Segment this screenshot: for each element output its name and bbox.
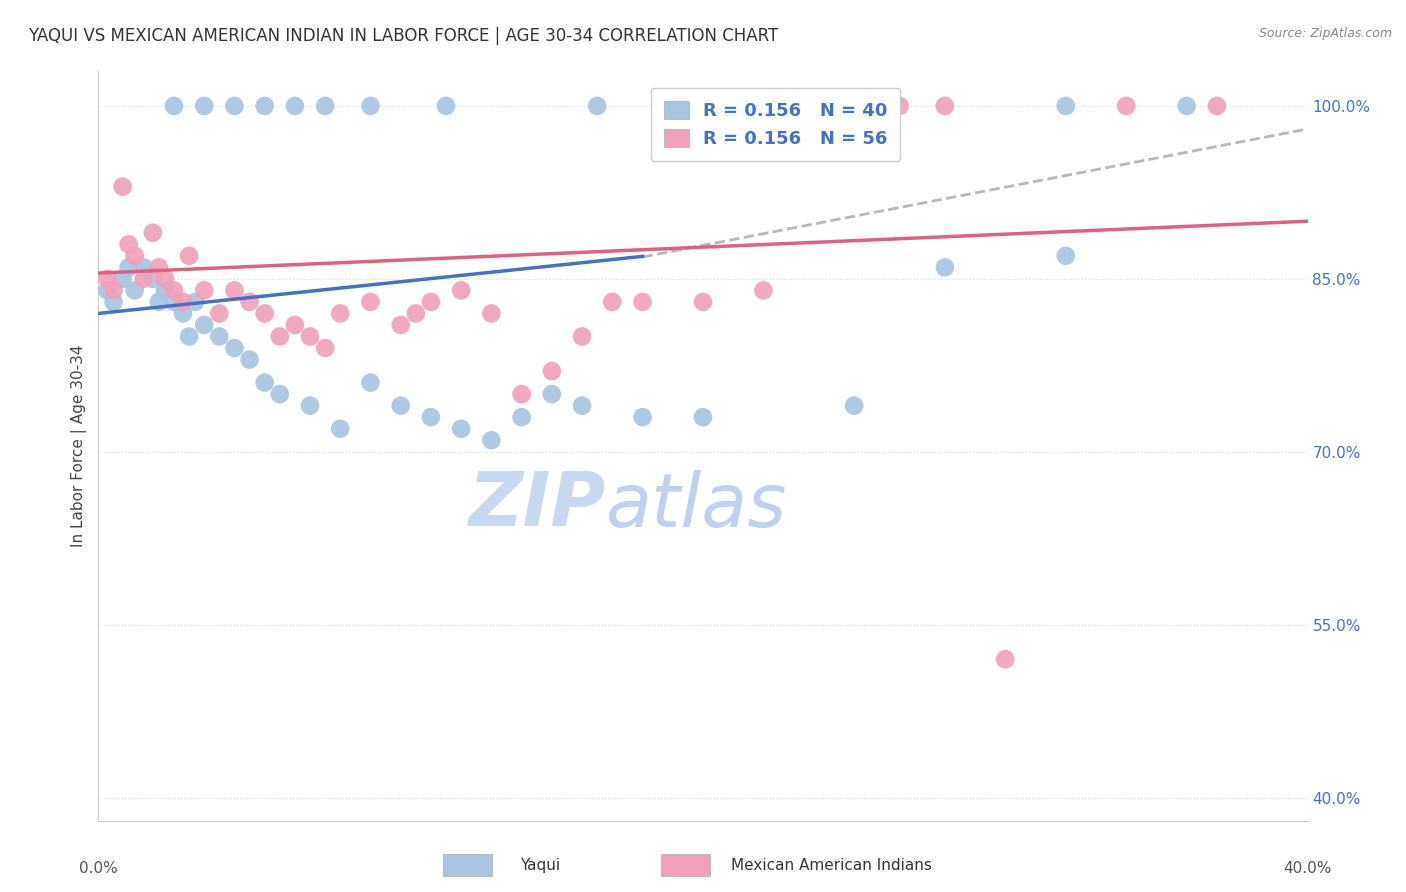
Point <box>132 260 155 275</box>
Point <box>692 99 714 113</box>
Text: 40.0%: 40.0% <box>1284 861 1331 876</box>
Point <box>284 99 307 113</box>
Point <box>1115 99 1137 113</box>
Point <box>299 399 322 413</box>
Point <box>148 260 170 275</box>
Legend: R = 0.156   N = 40, R = 0.156   N = 56: R = 0.156 N = 40, R = 0.156 N = 56 <box>651 88 900 161</box>
Point <box>692 294 714 309</box>
Point <box>163 99 186 113</box>
Point <box>1175 99 1198 113</box>
Point <box>111 179 134 194</box>
Point <box>148 294 170 309</box>
Point <box>269 329 291 343</box>
Point <box>153 272 176 286</box>
Point <box>224 99 246 113</box>
Text: 0.0%: 0.0% <box>79 861 118 876</box>
Point <box>132 272 155 286</box>
Point <box>1054 249 1077 263</box>
Point <box>184 294 207 309</box>
Point <box>481 434 503 448</box>
Point <box>193 284 215 298</box>
Point <box>118 260 141 275</box>
Point <box>284 318 307 332</box>
Point <box>253 306 276 320</box>
Point <box>163 284 186 298</box>
Point <box>253 99 276 113</box>
Text: Source: ZipAtlas.com: Source: ZipAtlas.com <box>1258 27 1392 40</box>
Point <box>571 329 593 343</box>
Point <box>631 294 654 309</box>
Point <box>172 294 194 309</box>
Point <box>934 260 956 275</box>
Point <box>389 318 412 332</box>
Point <box>1206 99 1229 113</box>
Point <box>540 364 562 378</box>
Point <box>752 284 775 298</box>
Point <box>692 410 714 425</box>
Point <box>873 99 896 113</box>
Text: ZIP: ZIP <box>470 469 606 542</box>
Text: YAQUI VS MEXICAN AMERICAN INDIAN IN LABOR FORCE | AGE 30-34 CORRELATION CHART: YAQUI VS MEXICAN AMERICAN INDIAN IN LABO… <box>28 27 779 45</box>
Point <box>124 284 146 298</box>
Point <box>124 249 146 263</box>
Point <box>142 272 165 286</box>
Point <box>96 284 118 298</box>
Point <box>360 376 382 390</box>
Point <box>329 422 352 436</box>
Point <box>193 99 215 113</box>
Point <box>179 329 201 343</box>
Point <box>405 306 427 320</box>
Point <box>1054 99 1077 113</box>
Point <box>172 306 194 320</box>
Point <box>239 352 262 367</box>
Point <box>314 99 336 113</box>
Point <box>96 272 118 286</box>
Point <box>314 341 336 355</box>
Point <box>844 399 866 413</box>
Point <box>208 329 231 343</box>
Point <box>118 237 141 252</box>
Point <box>586 99 609 113</box>
Point <box>889 99 911 113</box>
Point <box>420 410 443 425</box>
Point <box>602 294 624 309</box>
Point <box>420 294 443 309</box>
Point <box>239 294 262 309</box>
Point <box>329 306 352 320</box>
Point <box>450 422 472 436</box>
Point <box>193 318 215 332</box>
Point <box>450 284 472 298</box>
Text: Yaqui: Yaqui <box>520 858 561 872</box>
Point <box>828 99 851 113</box>
Point <box>208 306 231 320</box>
Point <box>389 399 412 413</box>
Point <box>103 284 125 298</box>
Point <box>224 284 246 298</box>
Point <box>153 284 176 298</box>
Point <box>103 294 125 309</box>
Point <box>179 249 201 263</box>
Point <box>540 387 562 401</box>
Point <box>269 387 291 401</box>
Point <box>142 226 165 240</box>
Point <box>111 272 134 286</box>
Point <box>299 329 322 343</box>
Point <box>481 306 503 320</box>
Point <box>360 294 382 309</box>
Point <box>934 99 956 113</box>
Text: atlas: atlas <box>606 470 787 542</box>
Y-axis label: In Labor Force | Age 30-34: In Labor Force | Age 30-34 <box>72 344 87 548</box>
Point <box>510 387 533 401</box>
Point <box>510 410 533 425</box>
Point <box>434 99 457 113</box>
Point <box>994 652 1017 666</box>
Point <box>631 410 654 425</box>
Point <box>224 341 246 355</box>
Point <box>360 99 382 113</box>
Point <box>253 376 276 390</box>
Point <box>571 399 593 413</box>
Point <box>163 294 186 309</box>
Text: Mexican American Indians: Mexican American Indians <box>731 858 932 872</box>
